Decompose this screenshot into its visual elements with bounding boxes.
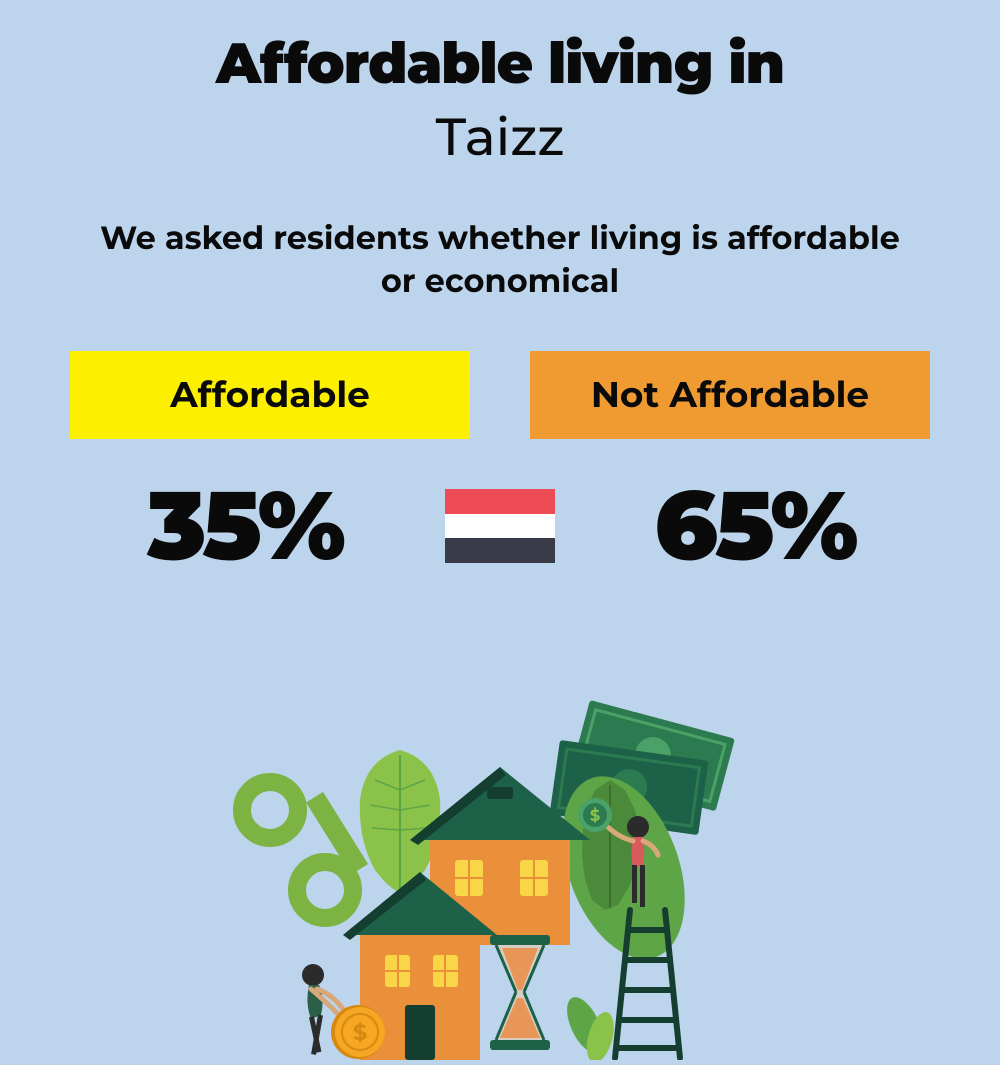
flag-stripe-middle — [445, 514, 555, 539]
title-line2: Taizz — [0, 106, 1000, 169]
house-savings-illustration: $ $ — [190, 680, 810, 1060]
labels-row: Affordable Not Affordable — [0, 351, 1000, 439]
percents-row: 35% 65% — [0, 467, 1000, 584]
label-not-affordable: Not Affordable — [530, 351, 930, 439]
svg-text:$: $ — [590, 807, 600, 826]
percent-affordable: 35% — [75, 467, 415, 584]
percent-not-affordable: 65% — [585, 467, 925, 584]
title-line1: Affordable living in — [0, 30, 1000, 98]
flag-stripe-bottom — [445, 538, 555, 563]
flag-stripe-top — [445, 489, 555, 514]
label-affordable: Affordable — [70, 351, 470, 439]
subtitle: We asked residents whether living is aff… — [0, 217, 1000, 303]
svg-text:$: $ — [353, 1019, 367, 1046]
flag-icon — [445, 489, 555, 563]
